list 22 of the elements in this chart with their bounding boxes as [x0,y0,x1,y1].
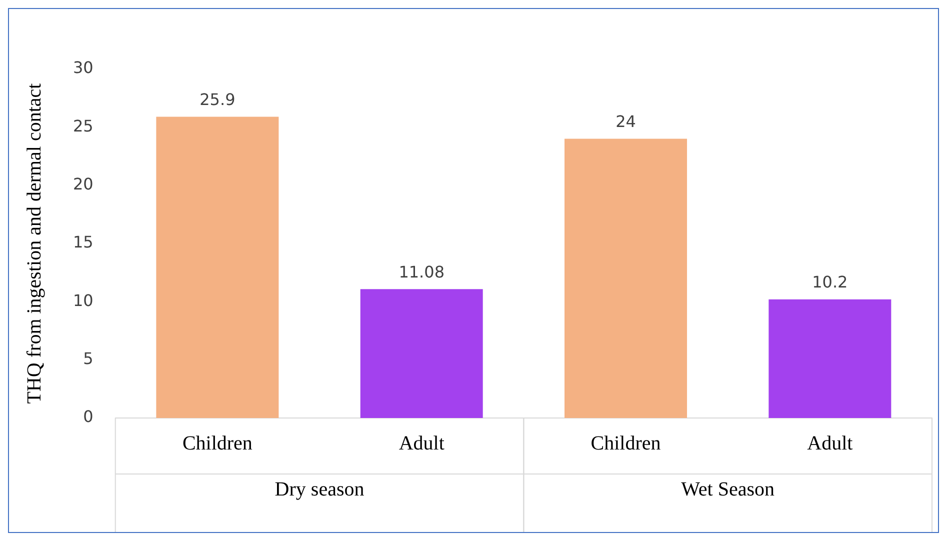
x-tick-label: Adult [398,432,445,454]
data-label: 10.2 [812,272,848,292]
y-tick-label: 25 [73,116,94,136]
y-tick-label: 20 [73,174,94,194]
bar [564,138,688,418]
y-axis-title: THQ from ingestion and dermal contact [23,82,46,404]
text: Wet Season [681,478,775,500]
bar [360,289,483,418]
x-tick-label: Children [590,432,661,454]
y-tick-label: 30 [73,58,94,78]
x-tick-label: Adult [807,432,854,454]
bar [156,116,279,418]
data-label: 25.9 [200,90,236,109]
data-label: 24 [616,112,636,131]
bar [768,299,892,418]
y-tick-label: 10 [73,290,94,310]
data-label: 11.08 [398,262,445,282]
y-tick-label: 5 [83,348,94,368]
text: Dry season [274,478,364,500]
x-tick-label: Children [182,432,252,454]
y-tick-label: 0 [83,407,94,426]
y-tick-label: 15 [73,232,94,252]
